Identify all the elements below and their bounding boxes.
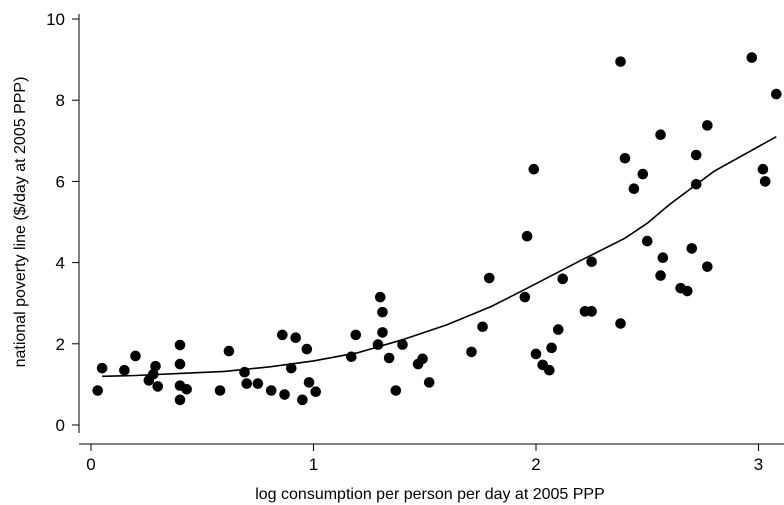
data-point: [655, 129, 666, 141]
data-point: [759, 176, 771, 187]
data-point: [552, 324, 564, 335]
x-axis-title: log consumption per person per day at 20…: [255, 486, 605, 503]
data-point: [119, 364, 130, 376]
data-point: [757, 163, 769, 175]
data-point: [130, 350, 141, 362]
data-point: [423, 377, 435, 388]
data-point: [686, 243, 698, 254]
x-tick-label: 0: [86, 455, 95, 474]
data-point: [285, 362, 297, 374]
x-tick-label: 3: [754, 455, 763, 474]
data-point: [771, 88, 782, 100]
y-tick-label: 6: [56, 172, 65, 191]
data-point: [277, 329, 288, 341]
data-point: [615, 56, 626, 67]
data-point: [152, 381, 164, 392]
data-point: [92, 385, 103, 396]
data-point: [383, 352, 395, 364]
data-point: [174, 358, 186, 370]
plot-area: [92, 52, 782, 406]
y-tick-label: 0: [56, 416, 65, 435]
data-point: [150, 360, 161, 372]
data-point: [252, 378, 264, 389]
data-point: [586, 306, 597, 317]
data-point: [682, 285, 693, 297]
data-point: [546, 342, 557, 354]
y-tick-label: 10: [46, 10, 65, 29]
y-tick-label: 2: [56, 335, 65, 354]
data-point: [528, 163, 540, 175]
data-point: [303, 377, 315, 388]
data-point: [377, 327, 388, 338]
data-point: [346, 351, 357, 363]
data-point: [265, 385, 277, 396]
data-point: [628, 183, 640, 195]
y-tick-label: 4: [56, 254, 65, 273]
data-point: [586, 256, 597, 268]
data-point: [174, 394, 186, 406]
data-point: [519, 291, 531, 303]
data-point: [530, 348, 542, 360]
data-point: [641, 235, 653, 247]
data-point: [350, 329, 362, 341]
data-points: [92, 52, 782, 406]
x-tick-label: 1: [309, 455, 318, 474]
data-point: [297, 394, 308, 406]
data-point: [637, 168, 649, 180]
x-axis: 0 1 2 3: [79, 443, 784, 474]
data-point: [374, 291, 386, 303]
data-point: [174, 339, 186, 351]
data-point: [96, 362, 108, 374]
data-point: [746, 52, 758, 63]
data-point: [690, 149, 702, 161]
y-axis: 0 2 4 6 8 10: [46, 10, 80, 435]
data-point: [521, 230, 533, 242]
data-point: [181, 383, 192, 395]
data-point: [301, 343, 313, 355]
data-point: [702, 120, 713, 131]
data-point: [619, 152, 631, 164]
data-point: [148, 368, 159, 380]
data-point: [655, 270, 666, 281]
y-axis-title: national poverty line ($/day at 2005 PPP…: [12, 77, 29, 368]
data-point: [310, 386, 322, 398]
data-point: [279, 389, 290, 400]
data-point: [377, 306, 388, 318]
data-point: [544, 364, 555, 376]
trend-line: [102, 136, 777, 378]
data-point: [557, 273, 568, 285]
data-point: [241, 378, 253, 389]
data-point: [290, 332, 302, 344]
data-point: [690, 178, 702, 190]
data-point: [483, 272, 495, 284]
y-tick-label: 8: [56, 91, 65, 110]
data-point: [615, 318, 626, 329]
data-point: [223, 345, 235, 357]
data-point: [702, 261, 713, 272]
x-ticks: 0 1 2 3: [86, 444, 763, 474]
data-point: [239, 366, 250, 378]
data-point: [390, 385, 402, 396]
y-ticks: 0 2 4 6 8 10: [46, 10, 79, 435]
x-tick-label: 2: [531, 455, 540, 474]
data-point: [372, 339, 384, 350]
data-point: [214, 385, 226, 396]
data-point: [417, 353, 428, 365]
data-point: [397, 339, 408, 350]
data-point: [477, 321, 488, 333]
data-point: [466, 346, 477, 358]
data-point: [657, 252, 669, 264]
